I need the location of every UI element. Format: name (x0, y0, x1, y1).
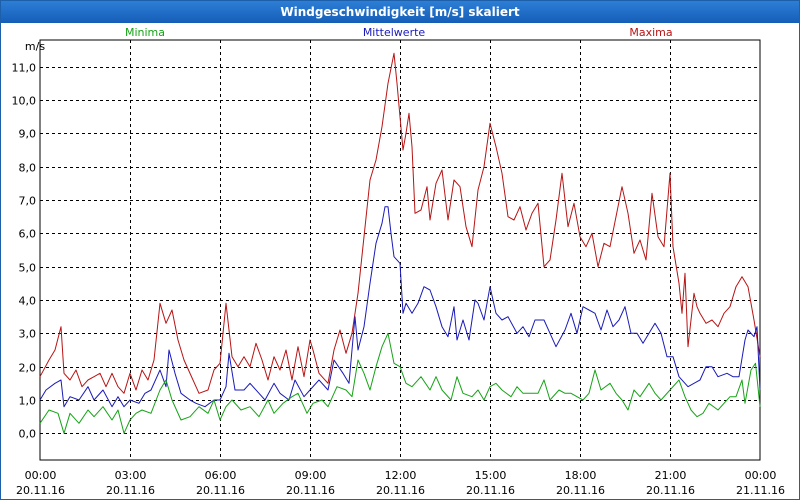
x-tick-date-label: 20.11.16 (196, 484, 245, 497)
y-tick-label: 4,0 (19, 295, 37, 308)
series-line-minima (39, 332, 761, 434)
legend-maxima: Maxima (629, 26, 672, 39)
legend-minima: Minima (125, 26, 165, 39)
series-line-maxima (39, 52, 761, 394)
y-tick-label: 1,0 (19, 395, 37, 408)
x-tick-date-label: 20.11.16 (16, 484, 65, 497)
y-tick-label: 6,0 (19, 228, 37, 241)
x-tick-time-label: 06:00 (205, 469, 237, 482)
y-axis-unit-label: m/s (25, 40, 45, 53)
chart-title: Windgeschwindigkeit [m/s] skaliert (1, 1, 799, 23)
x-tick-date-label: 20.11.16 (556, 484, 605, 497)
y-tick-label: 10,0 (12, 95, 37, 108)
y-tick-label: 9,0 (19, 128, 37, 141)
x-tick-time-label: 15:00 (475, 469, 507, 482)
x-tick-date-label: 20.11.16 (466, 484, 515, 497)
y-tick-label: 7,0 (19, 195, 37, 208)
x-tick-time-label: 09:00 (295, 469, 327, 482)
legend-mittelwerte: Mittelwerte (363, 26, 426, 39)
x-tick-time-label: 00:00 (745, 469, 777, 482)
y-tick-label: 11,0 (12, 62, 37, 75)
x-tick-date-label: 20.11.16 (286, 484, 335, 497)
x-tick-date-label: 20.11.16 (646, 484, 695, 497)
x-tick-date-label: 21.11.16 (736, 484, 785, 497)
y-tick-label: 8,0 (19, 162, 37, 175)
x-tick-time-label: 12:00 (385, 469, 417, 482)
x-tick-time-label: 00:00 (25, 469, 57, 482)
x-tick-time-label: 03:00 (115, 469, 147, 482)
x-tick-time-label: 18:00 (565, 469, 597, 482)
y-tick-label: 0,0 (19, 428, 37, 441)
x-tick-date-label: 20.11.16 (106, 484, 155, 497)
y-tick-label: 2,0 (19, 362, 37, 375)
series-line-mittelwerte (39, 206, 761, 408)
y-tick-label: 5,0 (19, 262, 37, 275)
y-tick-label: 3,0 (19, 328, 37, 341)
x-tick-time-label: 21:00 (655, 469, 687, 482)
x-tick-date-label: 20.11.16 (376, 484, 425, 497)
